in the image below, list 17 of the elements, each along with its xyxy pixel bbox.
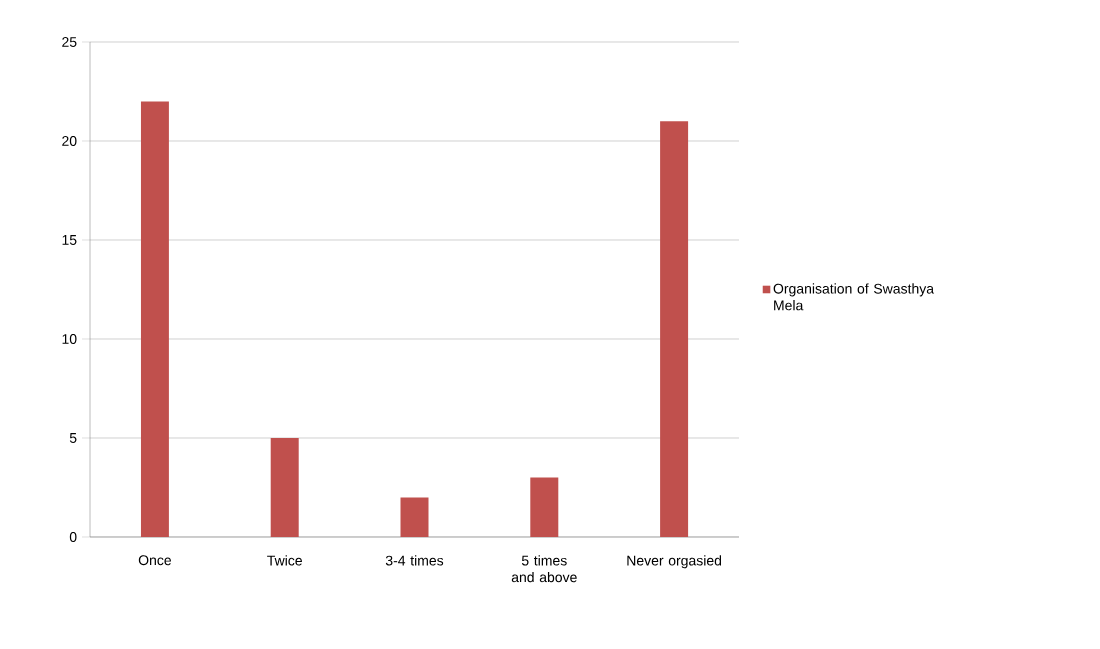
legend-label: Organisation of Swasthya Mela — [773, 283, 935, 311]
bar — [660, 121, 689, 537]
y-tick-label: 25 — [62, 37, 77, 47]
x-tick-label: Once — [138, 555, 171, 566]
x-tick-label: Twice — [267, 555, 302, 566]
y-tick-label: 0 — [69, 532, 77, 542]
bar — [140, 101, 169, 537]
y-tick-label: 20 — [62, 136, 77, 146]
y-tick-label: 5 — [69, 433, 77, 443]
x-tick-label: Never orgasied — [627, 555, 722, 569]
x-tick-label: 5 times and above — [511, 555, 577, 583]
y-tick-label: 10 — [62, 334, 77, 344]
x-tick-label: 3-4 times — [385, 555, 444, 566]
bar — [530, 477, 559, 537]
bar — [400, 497, 429, 537]
bar — [270, 437, 299, 537]
y-tick-label: 15 — [62, 235, 77, 245]
